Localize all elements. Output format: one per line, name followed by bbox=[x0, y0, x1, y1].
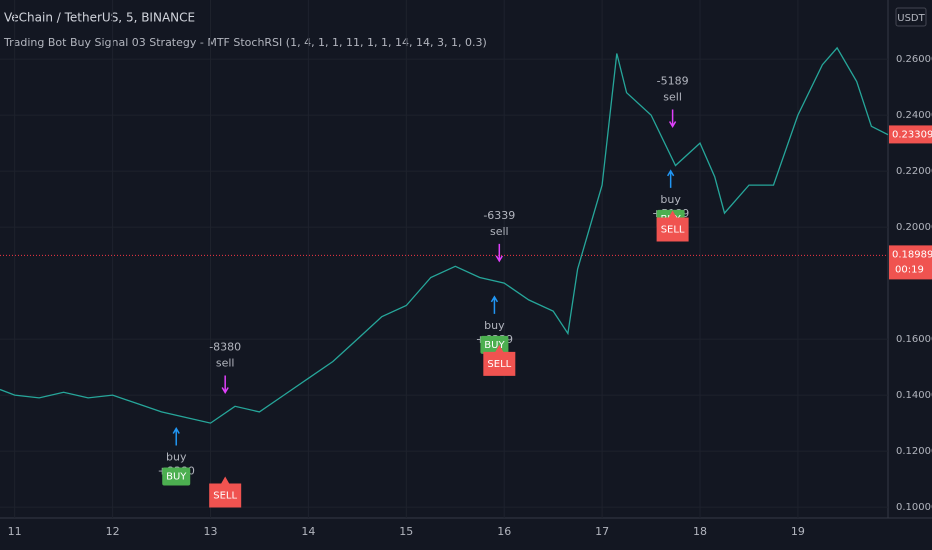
sell-tag-box bbox=[483, 344, 516, 376]
trade-label: buy bbox=[660, 193, 681, 206]
countdown: 00:19 bbox=[895, 264, 924, 275]
x-tick-label: 13 bbox=[203, 525, 217, 538]
chart-title: VeChain / TetherUS, 5, BINANCE bbox=[4, 11, 195, 25]
sell-arrow bbox=[221, 375, 229, 394]
trade-label: buy bbox=[484, 319, 505, 332]
x-tick-label: 12 bbox=[106, 525, 120, 538]
sell-tag: SELL bbox=[213, 490, 237, 501]
y-tick-label: 0.26000 bbox=[896, 54, 932, 65]
sell-tag: SELL bbox=[487, 359, 511, 370]
sell-tag-box bbox=[656, 210, 689, 242]
price-line bbox=[0, 46, 889, 424]
trade-pnl: -5189 bbox=[657, 74, 689, 87]
trade-pnl: -8380 bbox=[209, 340, 241, 353]
x-tick-label: 18 bbox=[693, 525, 707, 538]
sell-tag: SELL bbox=[661, 224, 685, 235]
x-tick-label: 14 bbox=[301, 525, 315, 538]
buy-tag: BUY bbox=[484, 340, 505, 351]
trade-label: sell bbox=[663, 90, 682, 103]
x-tick-label: 15 bbox=[399, 525, 413, 538]
x-tick-label: 17 bbox=[595, 525, 609, 538]
sell-arrow bbox=[495, 243, 503, 263]
sell-tag-box bbox=[209, 476, 242, 508]
trade-label: sell bbox=[216, 356, 235, 369]
marked-price-box bbox=[889, 245, 932, 280]
trade-pnl: -6339 bbox=[483, 209, 515, 222]
buy-arrow bbox=[667, 169, 675, 188]
strategy-name: Trading Bot Buy Signal 03 Strategy - MTF… bbox=[3, 36, 487, 49]
last-price-box bbox=[889, 125, 932, 144]
x-tick-label: 19 bbox=[791, 525, 805, 538]
trade-label: sell bbox=[490, 225, 509, 238]
buy-tag-box bbox=[162, 467, 191, 486]
last-price: 0.23309 bbox=[892, 129, 932, 140]
buy-arrow bbox=[172, 427, 180, 446]
marked-price: 0.18989 bbox=[892, 249, 932, 260]
sell-arrow bbox=[668, 109, 677, 128]
buy-arrow bbox=[490, 295, 499, 314]
trade-label: buy bbox=[166, 450, 187, 463]
currency[interactable]: USDT bbox=[897, 13, 925, 24]
x-tick-label: 16 bbox=[497, 525, 511, 538]
x-tick-label: 11 bbox=[8, 525, 22, 538]
currency-box[interactable] bbox=[895, 7, 927, 27]
buy-tag: BUY bbox=[166, 471, 187, 482]
